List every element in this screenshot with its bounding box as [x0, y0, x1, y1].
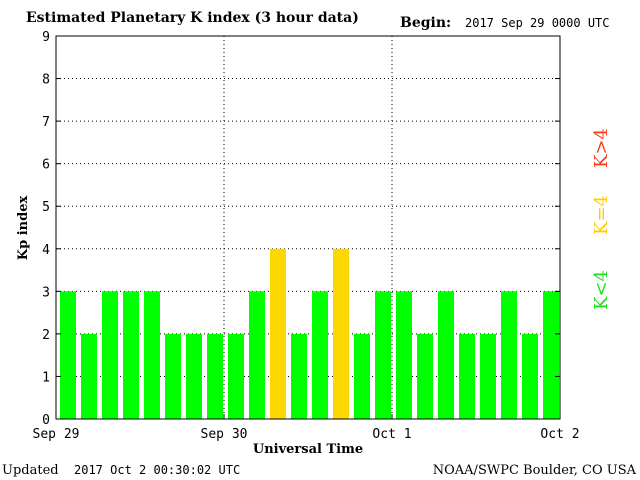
- y-tick-label: 4: [42, 243, 50, 258]
- y-tick-label: 5: [42, 200, 50, 215]
- grid-lines: [56, 36, 560, 419]
- kp-bar: [354, 333, 370, 419]
- kp-bar: [102, 291, 118, 419]
- legend-high: K>4: [591, 128, 612, 168]
- kp-bar: [207, 333, 223, 419]
- source-credit: NOAA/SWPC Boulder, CO USA: [433, 463, 637, 478]
- kp-bar: [459, 333, 475, 419]
- y-tick-label: 9: [42, 30, 50, 45]
- x-tick-label: Sep 30: [201, 427, 248, 442]
- kp-bar: [249, 291, 265, 419]
- x-tick-label: Oct 2: [540, 427, 579, 442]
- kp-bar: [81, 333, 97, 419]
- legend-low: K<4: [591, 270, 612, 310]
- kp-bar: [438, 291, 454, 419]
- x-axis-ticks: Sep 29 Sep 30 Oct 1 Oct 2: [33, 414, 580, 442]
- y-axis-label: Kp index: [16, 196, 31, 261]
- kp-bar: [543, 291, 559, 419]
- kp-bar: [480, 333, 496, 419]
- kp-bar: [522, 333, 538, 419]
- y-tick-label: 3: [42, 285, 50, 300]
- kp-bar: [375, 291, 391, 419]
- chart-title: Estimated Planetary K index (3 hour data…: [26, 10, 359, 26]
- x-tick-label: Oct 1: [372, 427, 411, 442]
- kp-bar: [123, 291, 139, 419]
- y-tick-label: 8: [42, 73, 50, 88]
- bars: [60, 248, 559, 419]
- kp-bar: [228, 333, 244, 419]
- y-tick-label: 1: [42, 370, 50, 385]
- kp-bar: [396, 291, 412, 419]
- kp-bar: [333, 248, 349, 419]
- kp-bar: [417, 333, 433, 419]
- updated-value: 2017 Oct 2 00:30:02 UTC: [74, 463, 240, 477]
- kp-bar: [186, 333, 202, 419]
- x-tick-label: Sep 29: [33, 427, 80, 442]
- x-axis-label: Universal Time: [253, 442, 363, 457]
- legend-equal: K=4: [591, 195, 612, 235]
- begin-value: 2017 Sep 29 0000 UTC: [465, 16, 610, 30]
- y-tick-label: 2: [42, 328, 50, 343]
- kp-bar: [501, 291, 517, 419]
- y-tick-label: 0: [42, 413, 50, 428]
- kp-bar: [312, 291, 328, 419]
- begin-label: Begin:: [400, 15, 451, 31]
- plot-frame: [55, 35, 561, 420]
- y-tick-label: 6: [42, 158, 50, 173]
- y-axis-ticks: 0 1 2 3 4 5 6 7 8 9: [42, 30, 560, 428]
- kp-bar: [60, 291, 76, 419]
- kp-bar: [270, 248, 286, 419]
- kp-bar: [165, 333, 181, 419]
- y-tick-label: 7: [42, 115, 50, 130]
- kp-bar: [144, 291, 160, 419]
- kp-bar: [291, 333, 307, 419]
- updated-label: Updated: [2, 463, 59, 478]
